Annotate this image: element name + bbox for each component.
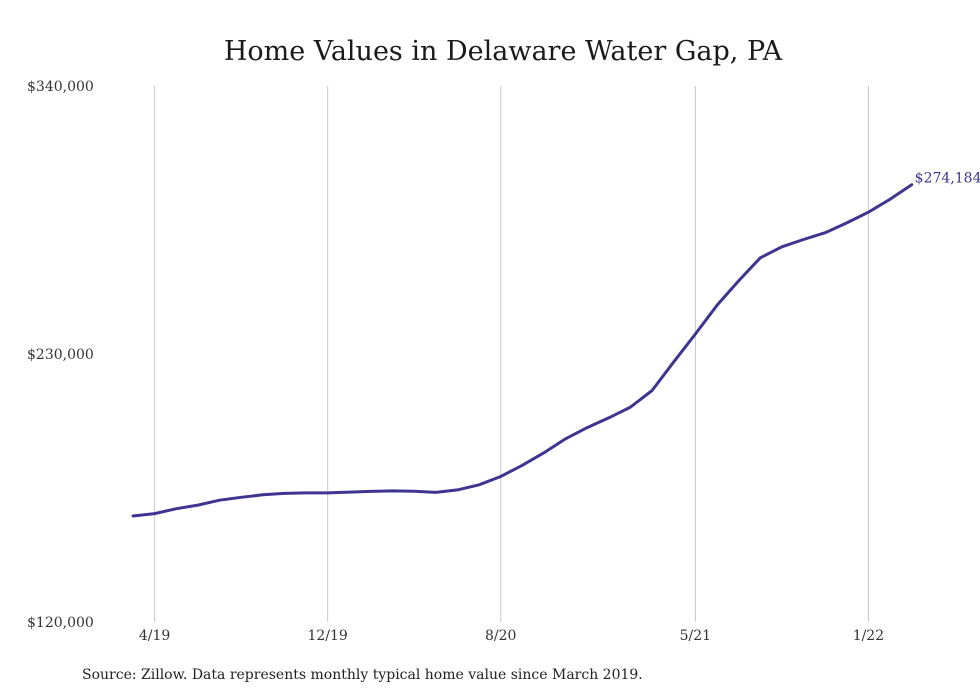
x-tick-label-3: 5/21 bbox=[680, 628, 711, 644]
x-tick-label-2: 8/20 bbox=[485, 628, 516, 644]
x-tick-label-4: 1/22 bbox=[853, 628, 884, 644]
series-group: $274,184 bbox=[131, 171, 980, 518]
x-axis-ticks: 4/19 12/19 8/20 5/21 1/22 bbox=[139, 628, 884, 644]
chart-title: Home Values in Delaware Water Gap, PA bbox=[224, 36, 783, 67]
gridlines bbox=[154, 86, 869, 622]
source-note: Source: Zillow. Data represents monthly … bbox=[82, 667, 643, 683]
x-tick-label-0: 4/19 bbox=[139, 628, 170, 644]
y-tick-label-2: $340,000 bbox=[27, 79, 94, 95]
end-value-label: $274,184 bbox=[915, 171, 980, 187]
y-tick-label-1: $230,000 bbox=[27, 347, 94, 363]
y-axis-ticks: $120,000 $230,000 $340,000 bbox=[27, 79, 94, 631]
y-tick-label-0: $120,000 bbox=[27, 615, 94, 631]
x-tick-label-1: 12/19 bbox=[307, 628, 347, 644]
series-line-0 bbox=[131, 183, 914, 518]
